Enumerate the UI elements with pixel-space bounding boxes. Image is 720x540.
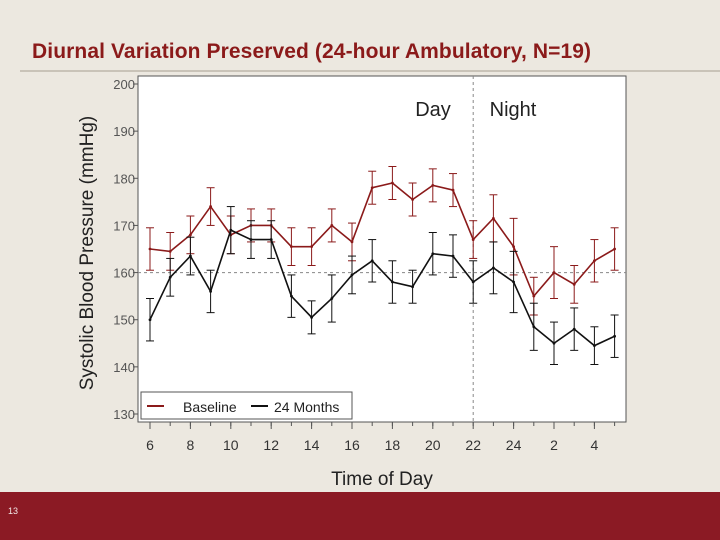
x-tick-label: 18 xyxy=(385,437,401,453)
data-point-24-months xyxy=(370,259,374,263)
slide-title: Diurnal Variation Preserved (24-hour Amb… xyxy=(32,40,592,63)
y-tick-label: 140 xyxy=(113,360,135,375)
data-point-baseline xyxy=(209,205,213,208)
x-tick-label: 2 xyxy=(550,437,558,453)
data-point-24-months xyxy=(168,275,172,279)
plot-area xyxy=(137,75,627,423)
data-point-24-months xyxy=(492,266,495,270)
data-point-24-months xyxy=(451,254,455,258)
x-tick-label: 10 xyxy=(223,437,239,453)
annotation-day: Day xyxy=(415,99,451,121)
data-point-24-months xyxy=(229,228,233,232)
data-point-baseline xyxy=(350,240,354,244)
y-tick-label: 150 xyxy=(113,313,135,328)
data-point-24-months xyxy=(411,285,414,289)
series-line-24-months xyxy=(149,229,615,347)
x-tick-label: 22 xyxy=(465,437,481,453)
x-tick-label: 4 xyxy=(591,437,599,453)
data-point-baseline xyxy=(532,294,536,298)
data-point-24-months xyxy=(209,290,213,293)
data-point-baseline xyxy=(593,259,596,263)
data-point-24-months xyxy=(249,238,253,241)
title-divider xyxy=(20,70,720,72)
data-point-24-months xyxy=(391,280,394,284)
data-point-24-months xyxy=(189,254,192,258)
slide-number: 13 xyxy=(8,506,19,516)
footer-bar: 13 xyxy=(0,492,720,540)
x-tick-label: 6 xyxy=(146,437,154,453)
y-tick-label: 130 xyxy=(113,407,135,422)
data-point-24-months xyxy=(532,325,536,329)
data-point-baseline xyxy=(411,198,414,201)
data-point-baseline xyxy=(572,282,576,286)
series-layer xyxy=(146,166,619,365)
x-axis-label: Time of Day xyxy=(331,469,433,490)
data-point-baseline xyxy=(168,249,172,253)
x-tick-label: 24 xyxy=(506,437,522,453)
legend-box xyxy=(140,391,353,420)
x-tick-label: 12 xyxy=(263,437,279,453)
data-point-24-months xyxy=(310,315,313,319)
x-tick-label: 16 xyxy=(344,437,360,453)
legend-label-24-months: 24 Months xyxy=(274,399,339,415)
grid-layer xyxy=(138,76,626,422)
data-point-24-months xyxy=(269,238,273,241)
data-point-24-months xyxy=(431,252,435,256)
legend-label-baseline: Baseline xyxy=(183,399,237,415)
data-point-baseline xyxy=(451,188,455,192)
data-point-24-months xyxy=(330,297,334,300)
data-point-24-months xyxy=(512,280,515,284)
data-point-baseline xyxy=(492,216,495,220)
data-point-baseline xyxy=(613,247,616,251)
data-point-baseline xyxy=(471,238,475,241)
legend: Baseline 24 Months xyxy=(140,391,353,420)
y-tick-label: 160 xyxy=(113,266,135,281)
data-point-baseline xyxy=(189,233,192,237)
data-point-24-months xyxy=(572,327,576,331)
data-point-24-months xyxy=(148,318,152,322)
y-tick-label: 190 xyxy=(113,124,135,139)
series-line-baseline xyxy=(149,182,616,298)
data-point-baseline xyxy=(370,186,374,190)
data-point-baseline xyxy=(552,271,556,274)
data-point-24-months xyxy=(471,280,475,284)
y-tick-label: 170 xyxy=(113,218,135,233)
data-point-24-months xyxy=(552,341,556,345)
data-point-baseline xyxy=(148,247,152,251)
data-point-baseline xyxy=(512,245,515,249)
x-tick-label: 14 xyxy=(304,437,320,453)
data-point-baseline xyxy=(330,224,334,227)
annotation-night: Night xyxy=(490,99,537,121)
data-point-24-months xyxy=(613,334,616,338)
data-point-baseline xyxy=(391,181,394,185)
data-point-baseline xyxy=(431,183,435,187)
data-point-24-months xyxy=(290,294,293,298)
y-axis-label: Systolic Blood Pressure (mmHg) xyxy=(77,116,98,391)
y-tick-label: 200 xyxy=(113,77,135,92)
data-point-baseline xyxy=(290,245,293,249)
x-tick-label: 8 xyxy=(187,437,195,453)
data-point-24-months xyxy=(593,344,596,348)
data-point-24-months xyxy=(350,273,354,277)
y-tick-label: 180 xyxy=(113,171,135,186)
data-point-baseline xyxy=(310,245,313,249)
x-tick-label: 20 xyxy=(425,437,441,453)
